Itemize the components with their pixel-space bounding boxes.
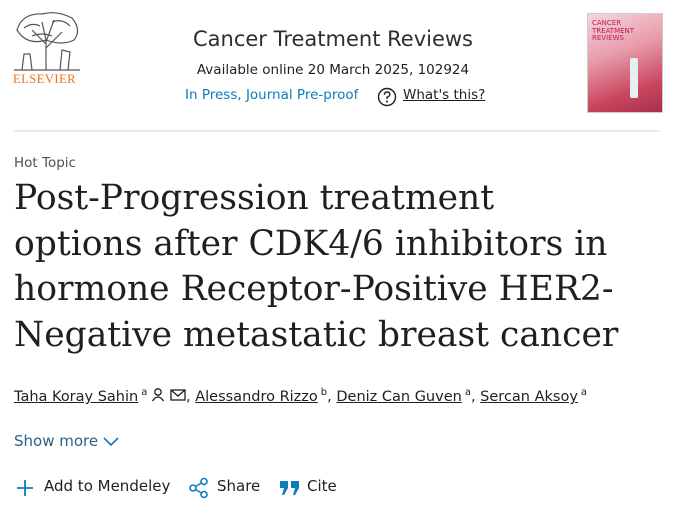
article-title: Post-Progression treatment options after…	[14, 178, 619, 355]
action-button[interactable]: Cite	[307, 477, 337, 495]
show-more[interactable]: Show more	[14, 432, 119, 450]
help-icon[interactable]	[377, 87, 397, 107]
status-link[interactable]: In Press, Journal Pre-proof	[185, 87, 359, 103]
cover-text: CANCER	[592, 19, 622, 27]
separator: ,	[327, 389, 332, 405]
publisher-logo	[14, 12, 80, 71]
cover-text: REVIEWS	[592, 34, 624, 42]
action-button[interactable]: Add to Mendeley	[44, 477, 171, 495]
author-name[interactable]: Deniz Can Guven	[336, 389, 462, 405]
affiliation: a	[464, 387, 471, 398]
chevron-icon	[103, 437, 119, 447]
separator: ,	[470, 389, 476, 405]
affiliation: b	[320, 387, 328, 398]
cover-text: TREATMENT	[592, 26, 635, 35]
share-icon[interactable]	[188, 477, 210, 499]
availability: Available online 20 March 2025, 102924	[196, 62, 470, 78]
whats-this-link[interactable]: What's this?	[403, 87, 486, 103]
divider	[14, 130, 660, 132]
add-icon[interactable]	[16, 479, 34, 497]
author-name[interactable]: Taha Koray Sahin	[14, 389, 139, 405]
affiliation: a	[580, 387, 588, 398]
show-more-label[interactable]: Show more	[14, 432, 99, 450]
journal-cover[interactable]: CANCER TREATMENT REVIEWS	[587, 13, 663, 113]
publisher-name: ELSEVIER	[13, 72, 77, 86]
journal-title[interactable]: Cancer Treatment Reviews	[192, 27, 473, 51]
separator: ,	[185, 389, 191, 405]
cover-graphic	[630, 58, 638, 98]
author-name[interactable]: Alessandro Rizzo	[195, 389, 318, 405]
author-name[interactable]: Sercan Aksoy	[480, 389, 578, 405]
action-button[interactable]: Share	[217, 477, 261, 495]
cite-icon[interactable]	[279, 480, 301, 496]
article-type: Hot Topic	[14, 155, 76, 171]
author-list: Taha Koray Sahin a , Alessandro Rizzo b, D…	[14, 387, 587, 405]
affiliation: a	[141, 387, 148, 398]
author-icons[interactable]	[151, 388, 186, 402]
